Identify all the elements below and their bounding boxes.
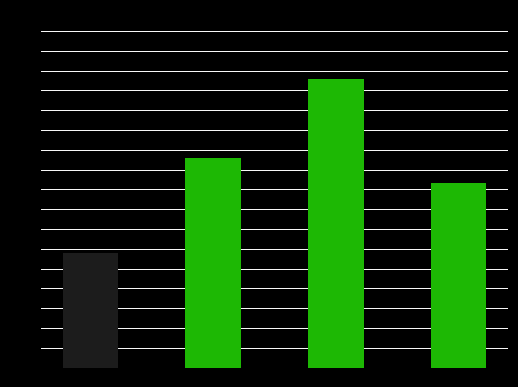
Bar: [63, 253, 118, 368]
Bar: [308, 79, 364, 368]
Bar: [185, 158, 241, 368]
Bar: [431, 183, 486, 368]
